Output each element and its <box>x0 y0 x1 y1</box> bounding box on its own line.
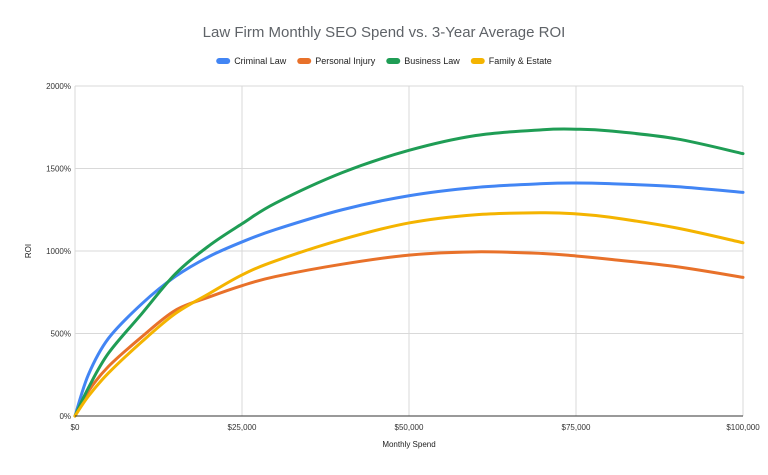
x-tick-label: $100,000 <box>726 423 760 432</box>
x-tick-label: $25,000 <box>228 423 257 432</box>
x-tick-label: $75,000 <box>562 423 591 432</box>
legend-item: Personal Injury <box>297 56 376 66</box>
y-axis-label: ROI <box>24 244 33 258</box>
legend-label: Personal Injury <box>315 56 376 66</box>
x-tick-label: $0 <box>71 423 80 432</box>
legend-swatch <box>386 58 401 64</box>
y-axis-ticks: 0% 500% 1000% 1500% 2000% <box>46 82 71 421</box>
series-line-personal-injury <box>73 250 745 418</box>
legend-item: Criminal Law <box>216 56 287 66</box>
y-tick-label: 0% <box>59 412 71 421</box>
legend-label: Business Law <box>404 56 460 66</box>
y-tick-label: 2000% <box>46 82 71 91</box>
series-line-criminal-law <box>73 181 745 418</box>
legend-item: Business Law <box>386 56 460 66</box>
series-line-family-estate <box>73 211 745 418</box>
x-axis-ticks: $0 $25,000 $50,000 $75,000 $100,000 <box>71 423 761 432</box>
legend-label: Criminal Law <box>234 56 287 66</box>
legend-swatch <box>216 58 231 64</box>
gridlines <box>74 85 744 416</box>
x-tick-label: $50,000 <box>395 423 424 432</box>
series-lines <box>73 127 745 418</box>
legend-label: Family & Estate <box>489 56 552 66</box>
legend-swatch <box>297 58 312 64</box>
x-axis-label: Monthly Spend <box>382 440 435 449</box>
legend-swatch <box>470 58 485 64</box>
series-line-business-law <box>73 127 745 418</box>
legend-item: Family & Estate <box>470 56 552 66</box>
chart-legend: Criminal Law Personal Injury Business Law F… <box>216 56 552 66</box>
chart-title: Law Firm Monthly SEO Spend vs. 3-Year Av… <box>203 24 566 41</box>
y-tick-label: 1500% <box>46 165 71 174</box>
y-tick-label: 500% <box>51 330 71 339</box>
y-tick-label: 1000% <box>46 247 71 256</box>
